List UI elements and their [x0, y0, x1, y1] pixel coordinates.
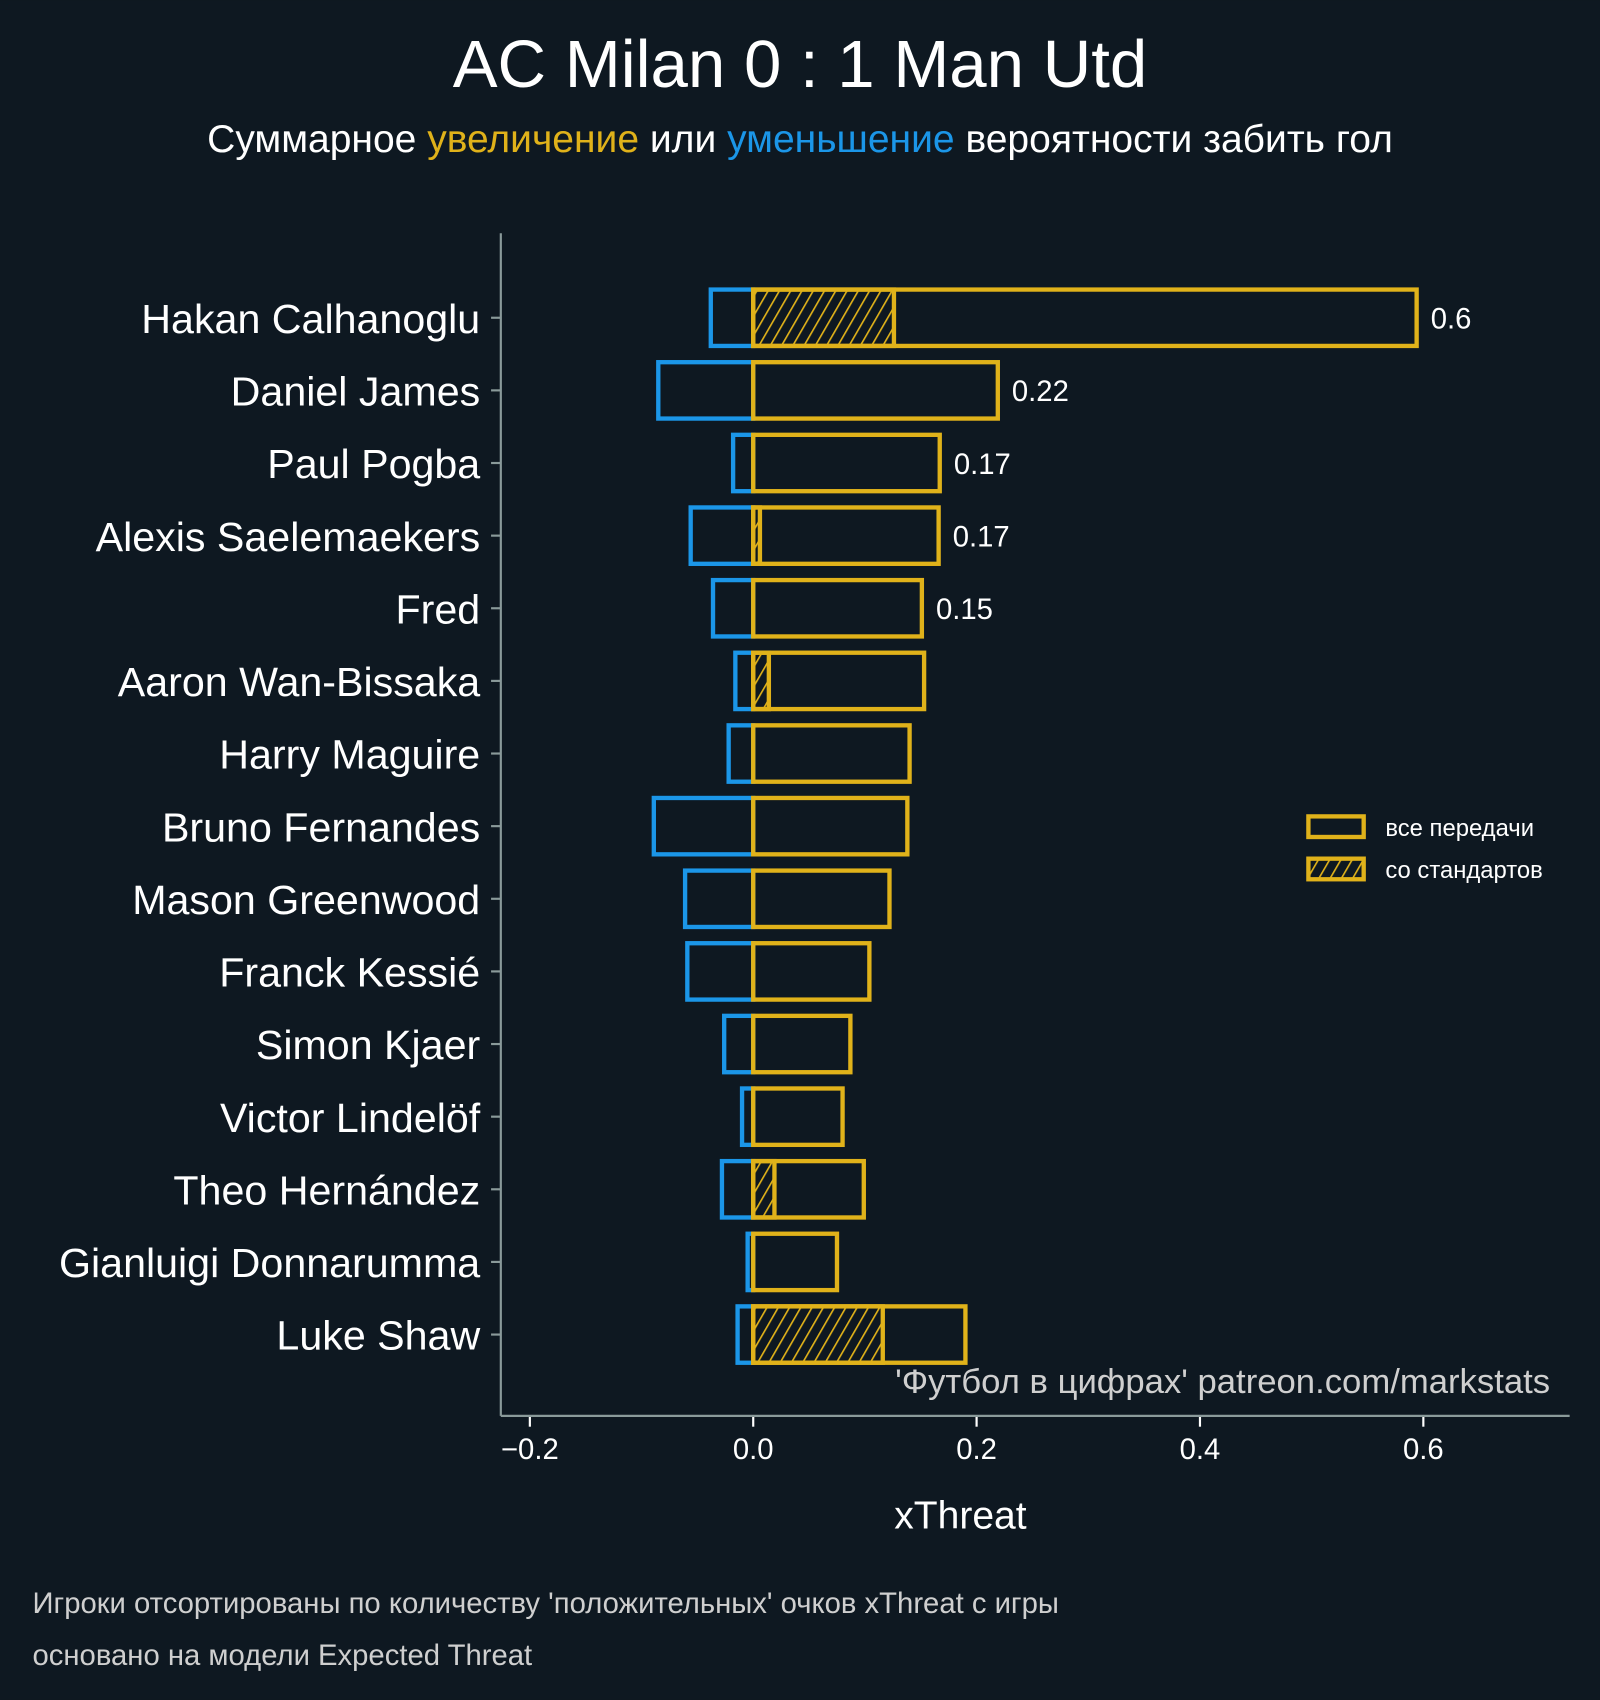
chart-subtitle: Суммарное увеличение или уменьшение веро…	[207, 118, 1393, 161]
positive-bar	[751, 1304, 968, 1365]
y-tick-label: Theo Hernández	[173, 1167, 480, 1213]
x-tick-label: 0.2	[956, 1434, 997, 1466]
setpiece-bar	[751, 1304, 885, 1365]
x-tick-label: 0.4	[1180, 1434, 1221, 1466]
data-label: 0.22	[1012, 376, 1069, 408]
legend-swatch-all	[1306, 814, 1366, 840]
positive-bar	[751, 941, 872, 1002]
x-tick-label: 0.6	[1403, 1434, 1444, 1466]
subtitle-part1: Суммарное	[207, 118, 427, 161]
x-tick-label: −0.2	[501, 1434, 559, 1466]
positive-bar	[751, 432, 942, 494]
positive-bar	[751, 1158, 866, 1220]
positive-bar	[751, 795, 910, 857]
setpiece-bar	[751, 287, 897, 349]
data-label: 0.6	[1431, 304, 1472, 336]
watermark: 'Футбол в цифрах' patreon.com/markstats	[895, 1363, 1550, 1401]
legend-label-all: все передачи	[1385, 815, 1534, 842]
positive-bar	[751, 1231, 840, 1293]
footnote-2: основано на модели Expected Threat	[33, 1640, 533, 1672]
footnote-1: Игроки отсортированы по количеству 'поло…	[33, 1588, 1059, 1620]
legend-swatch-setpiece	[1306, 856, 1366, 882]
y-tick-label: Paul Pogba	[267, 441, 480, 487]
y-tick-label: Franck Kessié	[219, 950, 480, 996]
positive-bar	[751, 360, 1000, 421]
y-tick-label: Fred	[396, 586, 481, 632]
subtitle-part3: вероятности забить гол	[955, 118, 1393, 161]
y-tick-label: Mason Greenwood	[132, 877, 480, 923]
data-label: 0.17	[953, 521, 1010, 553]
y-tick-label: Luke Shaw	[276, 1313, 480, 1359]
positive-bar	[751, 287, 1419, 349]
legend-label-setpiece: со стандартов	[1385, 857, 1542, 884]
y-tick-label: Bruno Fernandes	[162, 804, 480, 850]
subtitle-decrease: уменьшение	[727, 118, 955, 161]
y-tick-label: Gianluigi Donnarumma	[59, 1240, 480, 1286]
data-label: 0.15	[936, 594, 993, 626]
y-tick-label: Hakan Calhanoglu	[141, 296, 480, 342]
legend: все передачи со стандартов	[1306, 814, 1543, 884]
y-tick-label: Victor Lindelöf	[220, 1095, 481, 1141]
y-tick-label: Aaron Wan-Bissaka	[118, 659, 481, 705]
positive-bar	[751, 650, 927, 712]
setpiece-bar	[751, 1158, 777, 1220]
y-tick-label: Simon Kjaer	[256, 1022, 481, 1068]
x-tick-label: 0.0	[733, 1434, 774, 1466]
y-tick-label: Daniel James	[231, 369, 481, 415]
positive-bar	[751, 577, 925, 639]
data-label: 0.17	[954, 449, 1011, 481]
subtitle-increase: увеличение	[427, 118, 639, 161]
plot-area: Hakan Calhanoglu 0.6 Daniel James 0.22 Paul …	[59, 287, 1472, 1466]
positive-bar	[751, 505, 941, 566]
positive-bar	[751, 868, 892, 930]
subtitle-part2: или	[639, 118, 727, 161]
positive-bar	[751, 1013, 853, 1075]
setpiece-bar	[751, 650, 772, 712]
y-tick-label: Alexis Saelemaekers	[96, 514, 481, 560]
positive-bar	[751, 723, 912, 784]
x-axis-label: xThreat	[894, 1495, 1026, 1538]
positive-bar	[751, 1086, 845, 1148]
chart-title: AC Milan 0 : 1 Man Utd	[453, 27, 1148, 102]
y-tick-label: Harry Maguire	[219, 732, 480, 778]
